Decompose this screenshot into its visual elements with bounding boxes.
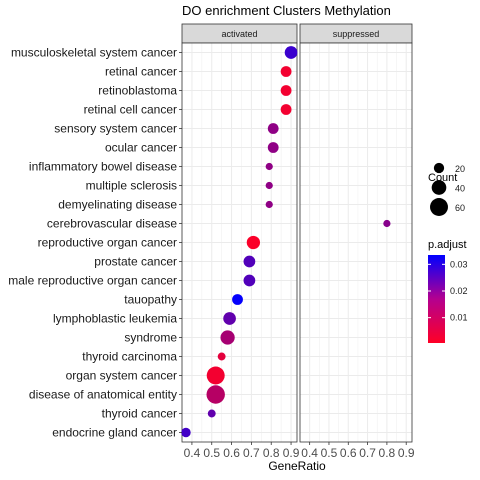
data-point	[280, 104, 292, 115]
legend-count-key	[430, 198, 448, 216]
y-tick-label: sensory system cancer	[54, 122, 177, 136]
data-point	[217, 352, 226, 361]
x-axis-label: GeneRatio	[268, 459, 326, 473]
facet-strip-label: suppressed	[333, 29, 380, 39]
legend-count-title: Count	[428, 172, 457, 184]
facet-panel-suppressed: suppressed 0.4 0.5 0.6 0.7 0.8 0.9	[299, 23, 415, 460]
x-tick-label: 0.5	[203, 446, 220, 460]
data-point	[243, 255, 256, 268]
x-tick-label: 0.8	[379, 446, 396, 460]
x-tick-label: 0.8	[263, 446, 280, 460]
y-tick-label: demyelinating disease	[58, 198, 177, 212]
y-tick-label: thyroid cancer	[102, 407, 177, 421]
y-tick-label: musculoskeletal system cancer	[11, 46, 177, 60]
panel-border	[299, 42, 413, 443]
x-tick-label: 0.5	[321, 446, 338, 460]
data-point	[280, 66, 292, 77]
data-point	[280, 85, 292, 96]
x-tick-label: 0.4	[184, 446, 201, 460]
data-point	[220, 330, 235, 345]
facet-strip-label: activated	[221, 29, 257, 39]
data-point	[223, 312, 236, 325]
x-tick-label: 0.6	[340, 446, 357, 460]
data-point	[206, 366, 225, 385]
legend-color-title: p.adjust	[428, 239, 467, 251]
y-tick-label: reproductive organ cancer	[38, 236, 177, 250]
data-point	[267, 123, 279, 134]
y-tick-label: tauopathy	[124, 293, 177, 307]
data-point	[265, 200, 273, 209]
legend-count-label: 40	[455, 184, 465, 194]
y-tick-label: organ system cancer	[66, 369, 177, 383]
data-point	[246, 235, 261, 250]
legend-color-label: 0.02	[450, 286, 468, 296]
data-point	[383, 219, 391, 228]
data-point	[243, 274, 256, 287]
legend-color-bar	[428, 255, 445, 343]
data-point	[207, 409, 216, 418]
y-tick-label: syndrome	[124, 331, 177, 345]
legend-count-label: 20	[455, 164, 465, 174]
y-tick-label: ocular cancer	[105, 141, 177, 155]
legend-count-key	[431, 180, 447, 195]
x-tick-label: 0.7	[359, 446, 376, 460]
data-point	[265, 181, 273, 190]
x-tick-label: 0.9	[283, 446, 300, 460]
x-tick-label: 0.9	[398, 446, 415, 460]
x-tick-label: 0.4	[301, 446, 318, 460]
y-tick-label: endocrine gland cancer	[52, 426, 177, 440]
y-tick-label: lymphoblastic leukemia	[53, 312, 177, 326]
data-point	[206, 385, 225, 404]
facet-panel-activated: activated 0.4 0.5 0.6 0.7 0.8 0.9	[181, 23, 300, 460]
y-tick-label: retinal cancer	[105, 65, 177, 79]
y-tick-label: male reproductive organ cancer	[8, 274, 177, 288]
data-point	[181, 427, 191, 438]
data-point	[265, 162, 273, 171]
data-point	[232, 294, 243, 305]
legend-color-label: 0.03	[450, 259, 468, 269]
data-point	[284, 46, 298, 59]
y-tick-label: retinoblastoma	[98, 84, 177, 98]
y-tick-label: inflammatory bowel disease	[29, 160, 177, 174]
y-tick-label: disease of anatomical entity	[29, 388, 177, 402]
y-tick-label: prostate cancer	[94, 255, 177, 269]
x-tick-label: 0.6	[223, 446, 240, 460]
legend-color-label: 0.01	[450, 313, 468, 323]
y-tick-label: retinal cell cancer	[84, 103, 177, 117]
legend-count-key	[433, 162, 445, 174]
legend-count-label: 60	[455, 203, 465, 213]
y-tick-label: cerebrovascular disease	[47, 217, 177, 231]
chart-title: DO enrichment Clusters Methylation	[182, 3, 391, 18]
x-tick-label: 0.7	[243, 446, 260, 460]
data-point	[267, 142, 279, 153]
y-tick-label: thyroid carcinoma	[82, 350, 177, 364]
y-tick-label: multiple sclerosis	[86, 179, 177, 193]
